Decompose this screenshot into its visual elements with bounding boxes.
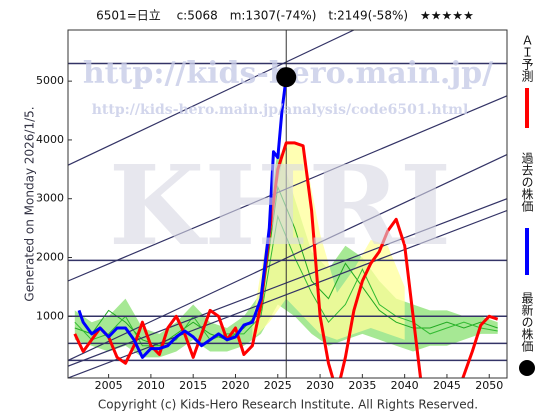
y-tick-label: 5000 [36, 74, 64, 87]
plot-area [68, 30, 507, 378]
side-note: Generated on Monday 2026/1/5. [23, 106, 37, 301]
x-tick-label: 2045 [433, 379, 461, 392]
watermark: http://kids-hero.main.jp/analysis/code65… [92, 102, 469, 118]
trend-line [68, 95, 507, 282]
x-tick-label: 2030 [306, 379, 334, 392]
trend-line [68, 198, 507, 367]
legend-label: ＡＩ予測 [520, 34, 534, 83]
band [252, 142, 405, 340]
footer: Copyright (c) Kids-Hero Research Institu… [98, 398, 478, 412]
series-line [73, 141, 499, 378]
y-tick-label: 2000 [36, 250, 64, 263]
x-tick-label: 2025 [264, 379, 292, 392]
legend-label: 最新の株価 [520, 292, 534, 352]
x-tick-label: 2035 [348, 379, 376, 392]
trend-line [68, 209, 507, 378]
watermark: KHRI [109, 141, 451, 270]
legend-label: 過去の株価 [520, 152, 534, 212]
chart-title: 6501=日立 c:5068 m:1307(-74%) t:2149(-58%)… [96, 8, 474, 23]
trend-line [68, 30, 355, 166]
series-line [77, 76, 288, 359]
y-tick-label: 4000 [36, 133, 64, 146]
legend-marker [519, 360, 535, 376]
x-tick-label: 2010 [137, 379, 165, 392]
y-tick-label: 1000 [36, 309, 64, 322]
x-tick-label: 2040 [391, 379, 419, 392]
x-tick-label: 2020 [221, 379, 249, 392]
y-tick-label: 3000 [36, 192, 64, 205]
x-tick-label: 2015 [179, 379, 207, 392]
latest-point [276, 67, 297, 88]
x-tick-label: 2005 [95, 379, 123, 392]
plot-frame [67, 29, 508, 379]
x-tick-label: 2050 [475, 379, 503, 392]
